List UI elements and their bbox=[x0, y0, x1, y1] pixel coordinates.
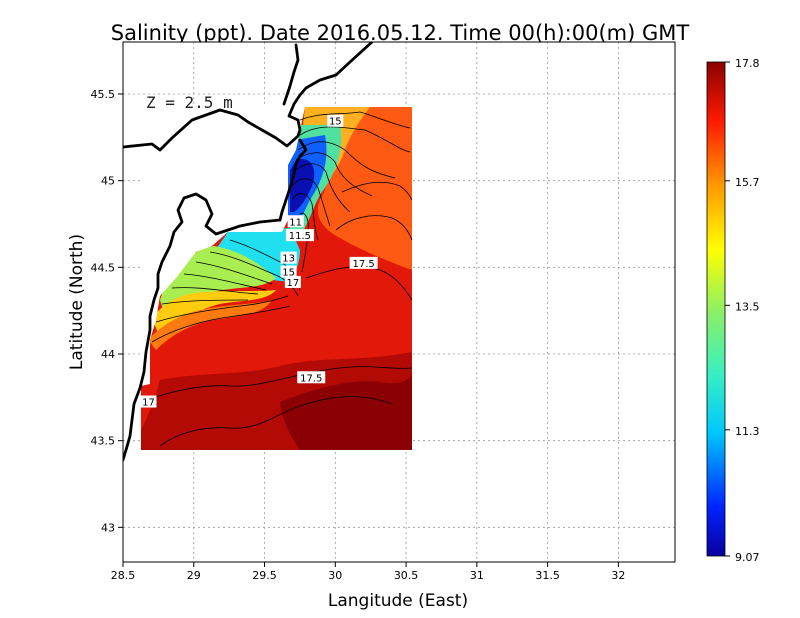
y-tick-label: 45 bbox=[101, 175, 115, 188]
colorbar-label: 17.8 bbox=[735, 57, 760, 70]
y-tick-label: 45.5 bbox=[91, 88, 116, 101]
contour-line bbox=[161, 299, 249, 305]
y-tick-label: 43.5 bbox=[91, 435, 116, 448]
contour-line bbox=[341, 181, 413, 201]
field-plume-core bbox=[290, 159, 315, 212]
contour-label: 15 bbox=[329, 117, 342, 128]
x-tick-label: 31 bbox=[470, 569, 484, 582]
contour-line bbox=[145, 366, 413, 401]
y-tick-label: 44 bbox=[101, 348, 115, 361]
contour-lines bbox=[145, 111, 413, 447]
colorbar-label: 11.3 bbox=[735, 425, 760, 438]
contour-line bbox=[297, 141, 396, 179]
contour-label-bg bbox=[349, 256, 378, 269]
contour-label: 17 bbox=[142, 398, 155, 409]
contour-label: 17.5 bbox=[300, 373, 322, 384]
contour-label: 11 bbox=[289, 217, 302, 228]
colorbar-label: 15.7 bbox=[735, 176, 760, 189]
x-tick-label: 28.5 bbox=[111, 569, 136, 582]
contour-label-bg bbox=[284, 275, 301, 288]
contour-label-bg bbox=[285, 229, 314, 242]
colorbar bbox=[706, 61, 726, 557]
tick-labels: 28.5 29 29.5 30 30.5 31 31.5 32 43 43.5 44 44.5 45 45… bbox=[91, 88, 626, 582]
contour-line bbox=[151, 305, 291, 343]
plot-border bbox=[122, 41, 676, 563]
contour-label-bg bbox=[287, 215, 304, 228]
field-southeast-darkest bbox=[280, 372, 412, 450]
contour-label: 17.5 bbox=[352, 259, 374, 270]
contour-line bbox=[291, 193, 319, 241]
contour-line bbox=[195, 261, 273, 285]
contour-line bbox=[159, 396, 393, 447]
contour-line bbox=[305, 266, 413, 301]
contour-line bbox=[171, 287, 259, 295]
y-axis-label: Latitude (North) bbox=[67, 234, 87, 370]
x-axis-label: Langitude (East) bbox=[328, 591, 468, 611]
contour-label: 13 bbox=[282, 254, 295, 265]
x-tick-label: 30 bbox=[328, 569, 342, 582]
contour-line bbox=[299, 111, 411, 129]
coastline-south bbox=[123, 192, 282, 462]
x-tick-label: 29.5 bbox=[252, 569, 277, 582]
colorbar-label: 9.07 bbox=[735, 551, 760, 564]
x-tick-label: 29 bbox=[187, 569, 201, 582]
depth-annotation: Z = 2.5 m bbox=[146, 93, 233, 112]
y-tick-label: 43 bbox=[101, 521, 115, 534]
contour-line bbox=[335, 215, 413, 241]
x-tick-label: 32 bbox=[611, 569, 625, 582]
colorbar-labels: 17.8 15.7 13.5 11.3 9.07 bbox=[725, 57, 760, 564]
contour-label: 11.5 bbox=[289, 231, 311, 242]
y-tick-label: 44.5 bbox=[91, 261, 116, 274]
contour-label-bg bbox=[280, 251, 297, 264]
domain-mask bbox=[141, 107, 305, 386]
coastline-delta bbox=[278, 138, 308, 222]
contour-line bbox=[295, 152, 373, 197]
salinity-field bbox=[141, 107, 412, 450]
coastline-river-arm bbox=[282, 43, 300, 106]
x-tick-label: 30.5 bbox=[394, 569, 419, 582]
contour-label-bg bbox=[140, 395, 157, 408]
x-tick-label: 31.5 bbox=[535, 569, 560, 582]
coastline bbox=[123, 42, 374, 462]
contour-line bbox=[155, 295, 289, 323]
contour-line bbox=[299, 126, 411, 153]
contour-label-bg bbox=[297, 371, 326, 384]
contour-label-bg bbox=[280, 265, 297, 278]
contour-label: 15 bbox=[282, 268, 295, 279]
contour-label: 17 bbox=[286, 278, 299, 289]
contour-line bbox=[291, 178, 331, 227]
field-coastal-orange bbox=[148, 300, 272, 350]
coastline-main bbox=[123, 42, 374, 152]
contour-line bbox=[209, 251, 299, 297]
contour-label-bg bbox=[327, 114, 344, 127]
contour-line bbox=[183, 273, 267, 291]
contour-line bbox=[293, 163, 351, 213]
chart-title: Salinity (ppt). Date 2016.05.12. Time 00… bbox=[111, 21, 690, 45]
colorbar-label: 13.5 bbox=[735, 300, 760, 313]
